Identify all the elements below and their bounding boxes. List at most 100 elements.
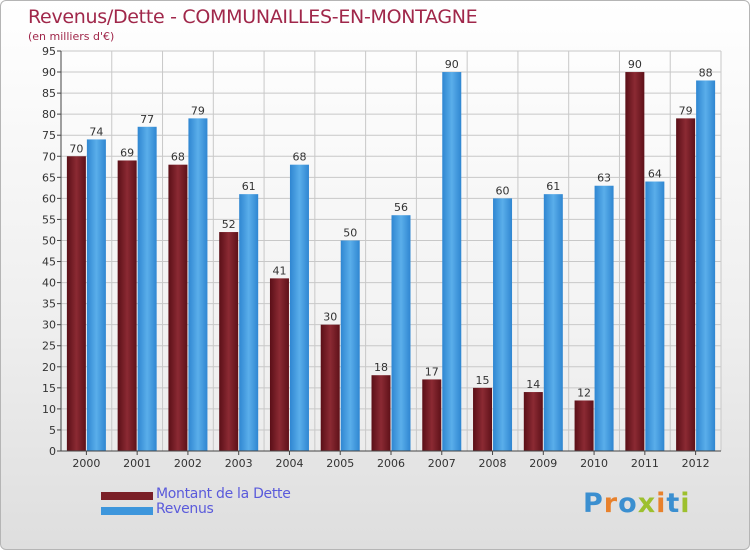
data-label-dette: 15 <box>476 374 490 387</box>
y-tick-label: 65 <box>42 171 56 184</box>
data-label-dette: 68 <box>171 151 185 164</box>
x-tick-label: 2003 <box>225 457 253 470</box>
x-tick-label: 2001 <box>123 457 151 470</box>
logo-letter: x <box>637 488 657 519</box>
chart-title: Revenus/Dette - COMMUNAILLES-EN-MONTAGNE <box>28 6 478 28</box>
bar-dette <box>574 400 594 451</box>
data-label-dette: 12 <box>577 386 591 399</box>
bar-dette <box>168 164 188 451</box>
bar-revenus <box>188 118 208 452</box>
logo-letter: t <box>666 488 681 519</box>
data-label-dette: 90 <box>628 58 642 71</box>
bar-dette <box>371 375 391 451</box>
bar-revenus <box>696 80 716 451</box>
legend-swatch-revenus <box>101 507 153 515</box>
logo-letter: P <box>583 488 604 519</box>
y-tick-label: 20 <box>42 361 56 374</box>
bar-revenus <box>391 215 411 451</box>
data-label-revenus: 88 <box>699 66 713 79</box>
logo-letter: r <box>603 488 619 519</box>
y-tick-label: 25 <box>42 340 56 353</box>
x-tick-label: 2012 <box>682 457 710 470</box>
bar-revenus <box>645 181 665 452</box>
bar-dette <box>422 379 442 451</box>
data-label-dette: 70 <box>69 142 83 155</box>
data-label-revenus: 50 <box>343 226 357 239</box>
data-label-revenus: 61 <box>546 180 560 193</box>
y-tick-label: 10 <box>42 403 56 416</box>
bar-dette <box>676 118 696 452</box>
y-tick-label: 5 <box>49 424 56 437</box>
bar-dette <box>320 324 340 451</box>
bar-revenus <box>543 194 563 451</box>
data-label-dette: 17 <box>425 365 439 378</box>
bar-dette <box>625 72 645 451</box>
plot-area <box>61 51 721 451</box>
x-tick-label: 2006 <box>377 457 405 470</box>
y-tick-label: 55 <box>42 213 56 226</box>
x-tick-label: 2002 <box>174 457 202 470</box>
bar-dette <box>66 156 86 451</box>
data-label-revenus: 64 <box>648 168 662 181</box>
x-tick-label: 2009 <box>529 457 557 470</box>
y-tick-label: 60 <box>42 192 56 205</box>
y-tick-label: 75 <box>42 129 56 142</box>
bar-revenus <box>594 185 614 451</box>
data-label-revenus: 74 <box>89 125 103 138</box>
y-tick-label: 30 <box>42 319 56 332</box>
data-label-revenus: 56 <box>394 201 408 214</box>
y-tick-label: 90 <box>42 66 56 79</box>
logo-letter: o <box>618 488 638 519</box>
y-tick-label: 40 <box>42 277 56 290</box>
x-tick-label: 2005 <box>326 457 354 470</box>
data-label-revenus: 79 <box>191 104 205 117</box>
bar-revenus <box>340 240 360 451</box>
bar-revenus <box>239 194 259 451</box>
bar-dette <box>269 278 289 451</box>
data-label-dette: 14 <box>526 378 540 391</box>
bar-dette <box>523 392 543 451</box>
bar-dette <box>117 160 137 451</box>
data-label-revenus: 77 <box>140 113 154 126</box>
data-label-revenus: 60 <box>496 184 510 197</box>
y-tick-label: 50 <box>42 234 56 247</box>
y-tick-label: 0 <box>49 445 56 458</box>
x-tick-label: 2000 <box>72 457 100 470</box>
x-tick-label: 2010 <box>580 457 608 470</box>
bar-revenus <box>442 72 462 451</box>
y-tick-label: 95 <box>42 45 56 58</box>
proxiti-logo: Proxiti <box>583 488 691 519</box>
logo-letter: i <box>656 488 667 519</box>
x-tick-label: 2004 <box>275 457 303 470</box>
legend-label-debt: Montant de la Dette <box>156 486 291 502</box>
legend-label-revenus: Revenus <box>156 501 214 517</box>
chart-subtitle: (en milliers d'€) <box>28 30 115 43</box>
y-tick-label: 15 <box>42 382 56 395</box>
data-label-revenus: 90 <box>445 58 459 71</box>
y-tick-label: 35 <box>42 298 56 311</box>
bar-revenus <box>137 126 157 451</box>
bar-dette <box>219 232 239 451</box>
bar-revenus <box>493 198 513 451</box>
y-tick-label: 80 <box>42 108 56 121</box>
data-label-dette: 69 <box>120 146 134 159</box>
data-label-dette: 30 <box>323 311 337 324</box>
bar-revenus <box>289 164 309 451</box>
bar-dette <box>473 387 493 451</box>
data-label-dette: 79 <box>679 104 693 117</box>
data-label-dette: 52 <box>222 218 236 231</box>
x-tick-label: 2007 <box>428 457 456 470</box>
y-tick-label: 85 <box>42 87 56 100</box>
bar-revenus <box>86 139 106 451</box>
data-label-dette: 18 <box>374 361 388 374</box>
data-label-revenus: 68 <box>292 151 306 164</box>
y-tick-label: 70 <box>42 150 56 163</box>
data-label-dette: 41 <box>272 264 286 277</box>
logo-letter: i <box>680 488 691 519</box>
data-label-revenus: 63 <box>597 172 611 185</box>
legend-swatch-debt <box>101 492 153 500</box>
x-tick-label: 2008 <box>479 457 507 470</box>
x-tick-label: 2011 <box>631 457 659 470</box>
